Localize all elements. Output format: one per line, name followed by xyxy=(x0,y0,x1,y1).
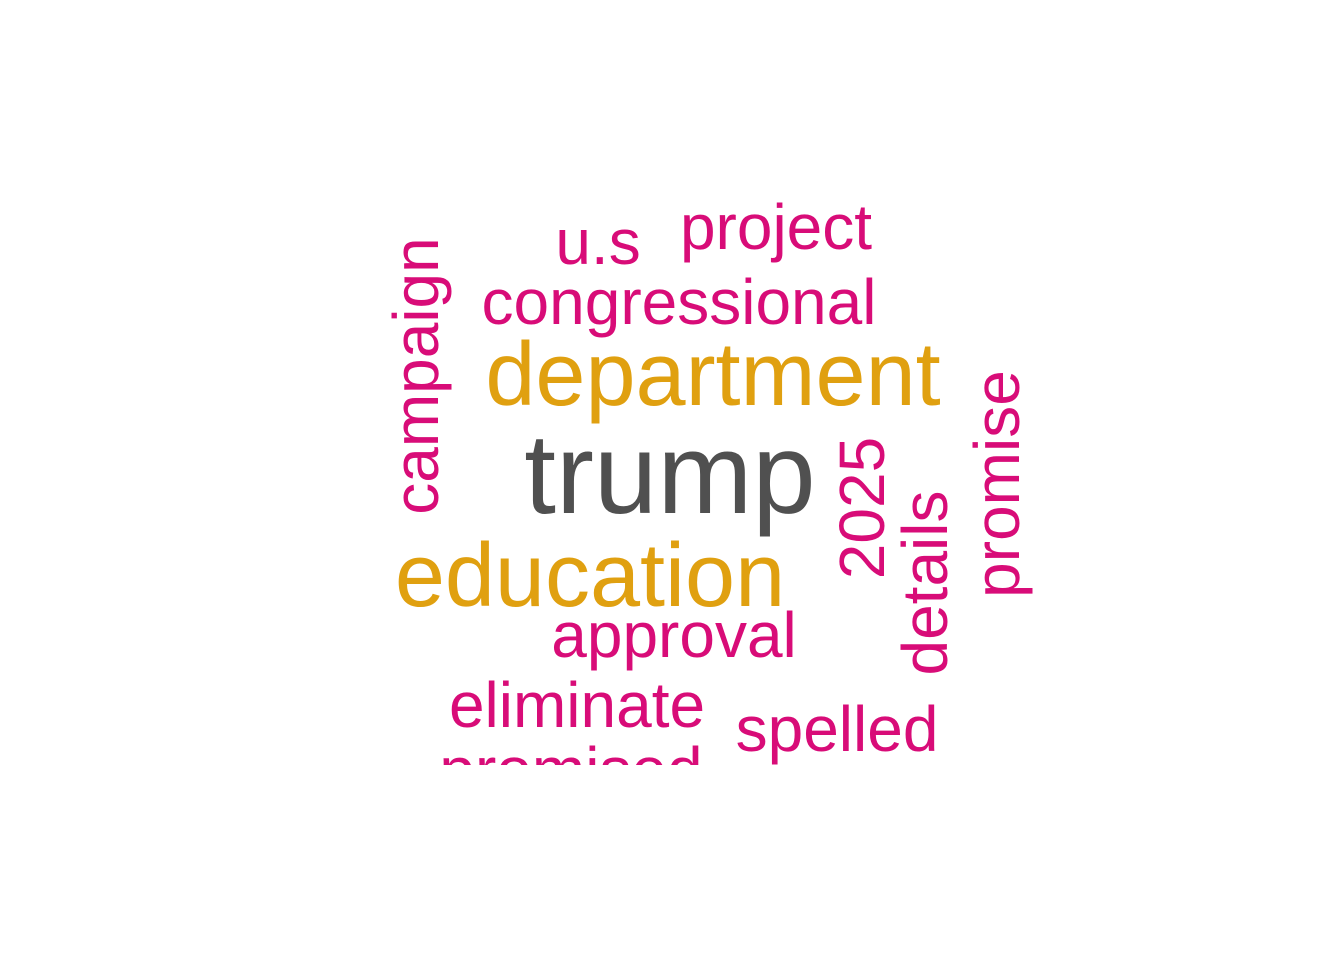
word-congressional: congressional xyxy=(482,266,877,338)
word-promised: promised xyxy=(439,734,702,806)
word-education: education xyxy=(395,526,785,626)
word-department: department xyxy=(485,325,940,425)
word-u-s: u.s xyxy=(555,206,640,278)
word-eliminate: eliminate xyxy=(449,669,705,741)
word-trump: trump xyxy=(524,411,815,538)
word-promise: promise xyxy=(961,370,1033,598)
word-spelled: spelled xyxy=(736,693,939,765)
word-approval: approval xyxy=(551,599,797,671)
word-2025: 2025 xyxy=(826,437,898,579)
word-details: details xyxy=(889,491,961,676)
word-project: project xyxy=(680,191,872,263)
word-campaign: campaign xyxy=(380,237,452,515)
